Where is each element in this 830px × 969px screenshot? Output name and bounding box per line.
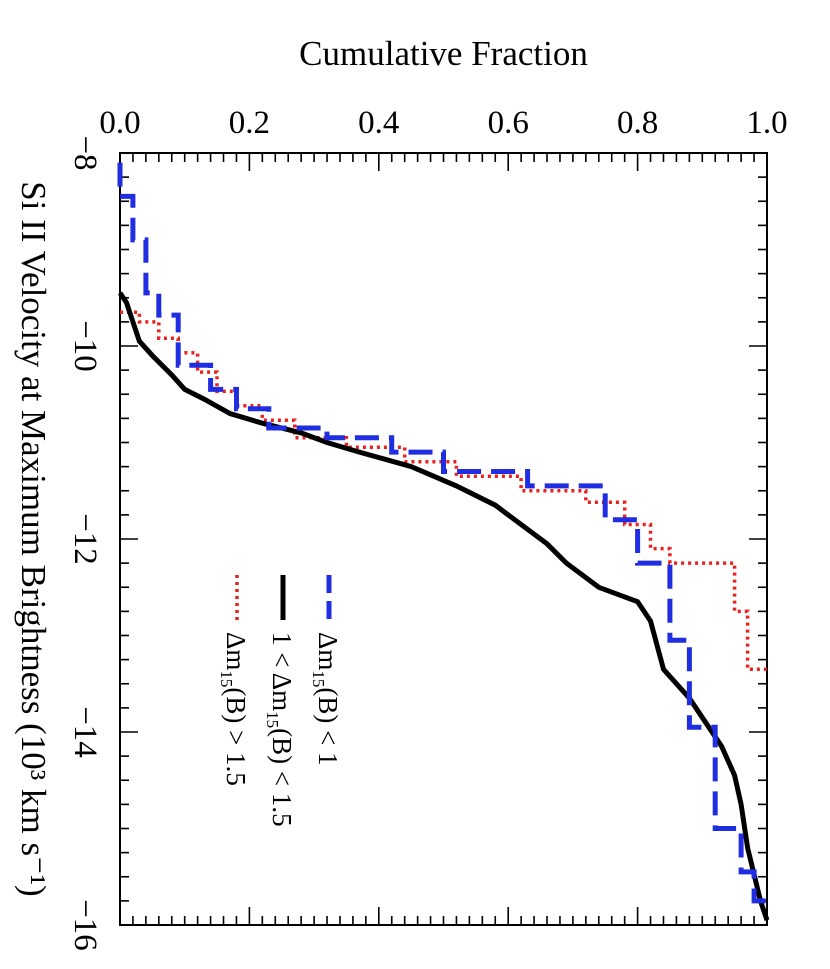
plot-frame <box>119 152 768 926</box>
label-layer: −8 −10 −12 −14 −16 0.0 0.2 0.4 0.6 0.8 1.0 Si II Ve… <box>14 34 788 951</box>
legend-label-subscript: 15 <box>217 670 236 687</box>
legend-label-prefix: 1 < Δm <box>267 632 297 711</box>
y-axis-title: Cumulative Fraction <box>299 34 588 73</box>
legend-label-suffix: (B) < 1.5 <box>267 728 297 826</box>
x-tick-label: −14 <box>67 706 103 758</box>
series-layer <box>117 162 770 921</box>
y-tick-label: 0.8 <box>617 105 658 141</box>
legend-label-subscript: 15 <box>263 711 282 728</box>
series-line-2 <box>117 291 770 921</box>
x-tick-label: −12 <box>67 513 103 565</box>
series-line-3 <box>117 162 767 904</box>
y-tick-label: 1.0 <box>746 105 787 141</box>
y-tick-label: 0.4 <box>358 105 399 141</box>
legend-label-1: Δm15(B) > 1.5 <box>217 632 251 786</box>
x-tick-label: −10 <box>67 320 103 372</box>
legend-label-prefix: Δm <box>221 632 251 670</box>
legend-label-suffix: (B) > 1.5 <box>221 687 251 785</box>
x-tick-label: −8 <box>67 135 103 170</box>
legend-label-subscript: 15 <box>309 670 328 687</box>
y-tick-label: 0.2 <box>229 105 270 141</box>
legend-label-suffix: (B) < 1 <box>313 687 343 765</box>
tick-layer <box>119 152 768 926</box>
x-axis-title: Si II Velocity at Maximum Brightness (10… <box>14 181 53 896</box>
legend-label-prefix: Δm <box>313 632 343 670</box>
legend-label-2: 1 < Δm15(B) < 1.5 <box>263 632 297 827</box>
plot-frame-layer <box>119 152 768 926</box>
y-tick-label: 0.6 <box>488 105 529 141</box>
x-tick-label: −16 <box>67 899 103 951</box>
legend-label-3: Δm15(B) < 1 <box>309 632 343 766</box>
y-tick-label: 0.0 <box>99 105 140 141</box>
